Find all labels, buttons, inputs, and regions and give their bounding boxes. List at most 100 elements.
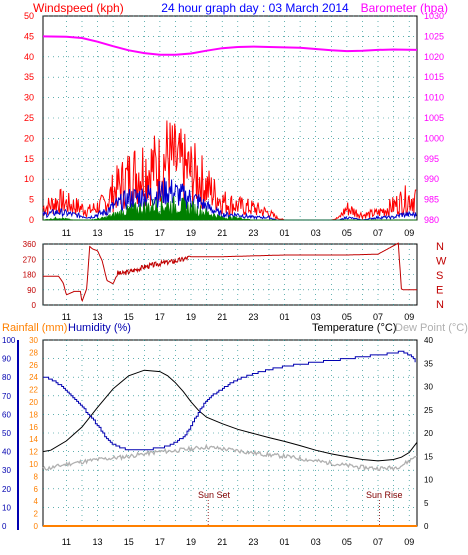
chart-labels: Windspeed (kph) 24 hour graph day : 03 M… bbox=[2, 1, 468, 500]
temperature-tick-label: 35 bbox=[424, 359, 433, 368]
average-wind-area bbox=[43, 195, 417, 221]
x-tick-label: 05 bbox=[342, 312, 352, 322]
x-tick-label: 13 bbox=[92, 228, 102, 238]
barometer-tick-label: 985 bbox=[424, 195, 439, 205]
x-tick-label: 03 bbox=[311, 228, 321, 238]
humidity-tick-label: 70 bbox=[2, 392, 11, 401]
sunset-label: Sun Set bbox=[198, 490, 231, 500]
windspeed-axis: 0 5 10 15 20 25 30 35 40 45 50 bbox=[24, 11, 34, 225]
dewpoint-line bbox=[42, 443, 418, 472]
humidity-line bbox=[43, 350, 416, 451]
humidity-tick-label: 80 bbox=[2, 373, 11, 382]
wind-direction-line bbox=[43, 242, 417, 302]
x-tick-label: 07 bbox=[373, 312, 383, 322]
rainfall-tick-label: 24 bbox=[29, 373, 38, 382]
windspeed-tick-label: 50 bbox=[24, 11, 34, 21]
barometer-tick-label: 1025 bbox=[424, 31, 444, 41]
humidity-tick-label: 50 bbox=[2, 429, 11, 438]
graph-title: 24 hour graph day : 03 March 2014 bbox=[161, 1, 349, 15]
compass-label: E bbox=[436, 285, 443, 297]
rainfall-tick-label: 12 bbox=[29, 448, 38, 457]
rainfall-tick-label: 28 bbox=[29, 348, 38, 357]
temperature-line bbox=[42, 369, 418, 462]
wind-barometer-chart: 0510152025303540455098098599099510001005… bbox=[24, 11, 444, 238]
x-tick-label: 05 bbox=[342, 228, 352, 238]
temperature-title: Temperature (°C) bbox=[312, 322, 396, 334]
dewpoint-title: Dew Point (°C) bbox=[395, 322, 468, 334]
x-tick-label: 09 bbox=[404, 228, 414, 238]
temperature-tick-label: 0 bbox=[424, 522, 429, 531]
x-tick-label: 17 bbox=[155, 228, 165, 238]
barometer-line bbox=[42, 35, 418, 56]
temperature-tick-label: 25 bbox=[424, 406, 433, 415]
direction-tick-label: 180 bbox=[23, 271, 37, 280]
rainfall-title: Rainfall (mm) bbox=[2, 322, 67, 334]
windspeed-tick-label: 25 bbox=[24, 113, 34, 123]
rainfall-tick-label: 6 bbox=[34, 485, 39, 494]
temperature-tick-label: 40 bbox=[424, 336, 433, 345]
x-tick-label: 23 bbox=[248, 537, 258, 547]
compass-label: N bbox=[436, 241, 444, 253]
temperature-tick-label: 5 bbox=[424, 499, 429, 508]
humidity-tick-label: 100 bbox=[2, 336, 16, 345]
barometer-axis: 980 985 990 995 1000 1005 1010 1015 1020 1025 1030 bbox=[424, 11, 444, 225]
wind-x-ticks: 11 13 15 17 19 21 23 01 03 05 07 09 bbox=[62, 228, 414, 238]
barometer-tick-label: 1030 bbox=[424, 11, 444, 21]
x-tick-label: 21 bbox=[217, 228, 227, 238]
x-tick-label: 09 bbox=[404, 312, 414, 322]
windspeed-title: Windspeed (kph) bbox=[33, 1, 124, 15]
x-tick-label: 07 bbox=[373, 228, 383, 238]
x-tick-label: 09 bbox=[404, 537, 414, 547]
humidity-tick-label: 90 bbox=[2, 355, 11, 364]
x-tick-label: 17 bbox=[155, 312, 165, 322]
barometer-tick-label: 1015 bbox=[424, 72, 444, 82]
windspeed-tick-label: 30 bbox=[24, 93, 34, 103]
temperature-axis: 0 5 10 15 20 25 30 35 40 bbox=[424, 336, 433, 531]
rainfall-tick-label: 4 bbox=[34, 497, 39, 506]
rainfall-tick-label: 16 bbox=[29, 423, 38, 432]
rainfall-tick-label: 18 bbox=[29, 410, 38, 419]
x-tick-label: 11 bbox=[62, 537, 71, 547]
x-tick-label: 13 bbox=[92, 537, 102, 547]
x-tick-label: 03 bbox=[311, 312, 321, 322]
x-tick-label: 23 bbox=[248, 312, 258, 322]
humidity-gridlines bbox=[43, 339, 417, 527]
humidity-tick-label: 10 bbox=[2, 503, 11, 512]
barometer-tick-label: 1010 bbox=[424, 93, 444, 103]
windspeed-tick-label: 10 bbox=[24, 174, 34, 184]
x-tick-label: 19 bbox=[186, 537, 196, 547]
rainfall-tick-label: 30 bbox=[29, 336, 38, 345]
x-tick-label: 21 bbox=[217, 537, 227, 547]
direction-gridlines bbox=[43, 243, 417, 306]
x-tick-label: 19 bbox=[186, 228, 196, 238]
barometer-tick-label: 990 bbox=[424, 174, 439, 184]
x-tick-label: 13 bbox=[92, 312, 102, 322]
barometer-tick-label: 995 bbox=[424, 154, 439, 164]
x-tick-label: 21 bbox=[217, 312, 227, 322]
x-tick-label: 19 bbox=[186, 312, 196, 322]
rainfall-tick-label: 20 bbox=[29, 398, 38, 407]
windspeed-tick-label: 0 bbox=[29, 215, 34, 225]
windspeed-tick-label: 15 bbox=[24, 154, 34, 164]
rainfall-tick-label: 10 bbox=[29, 460, 38, 469]
humidity-tick-label: 60 bbox=[2, 410, 11, 419]
windspeed-tick-label: 20 bbox=[24, 133, 34, 143]
x-tick-label: 15 bbox=[124, 312, 134, 322]
humidity-x-ticks: 11 13 15 17 19 21 23 01 03 05 07 09 bbox=[62, 537, 414, 547]
temperature-tick-label: 20 bbox=[424, 429, 433, 438]
x-tick-label: 05 bbox=[342, 537, 352, 547]
humidity-tick-label: 0 bbox=[2, 522, 7, 531]
x-tick-label: 15 bbox=[124, 228, 134, 238]
x-tick-label: 11 bbox=[62, 228, 71, 238]
direction-axis: 0 90 180 270 360 bbox=[23, 240, 37, 310]
barometer-tick-label: 1000 bbox=[424, 133, 444, 143]
humidity-tick-label: 20 bbox=[2, 485, 11, 494]
rainfall-tick-label: 26 bbox=[29, 361, 38, 370]
direction-tick-label: 0 bbox=[32, 301, 37, 310]
x-tick-label: 07 bbox=[373, 537, 383, 547]
wind-speed-line bbox=[42, 177, 417, 221]
